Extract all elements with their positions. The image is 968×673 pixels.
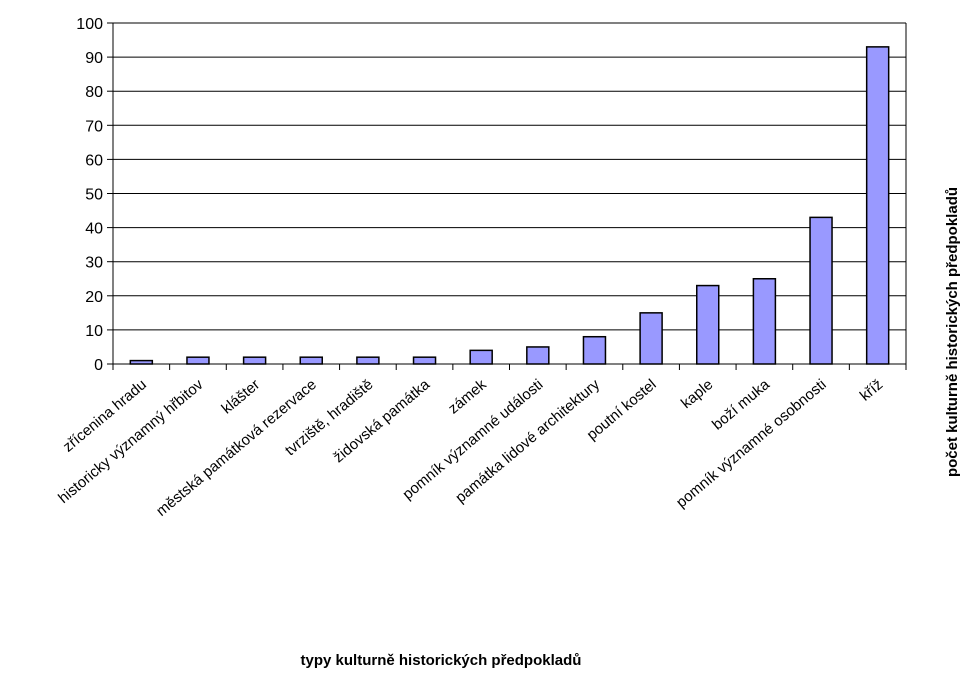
y-axis-title: počet kulturně historických předpokladů <box>944 187 961 477</box>
x-tick-label: klášter <box>218 376 263 417</box>
bar <box>696 284 720 365</box>
bar <box>299 356 323 365</box>
bar <box>752 278 777 365</box>
y-axis-ticks: 0 10 20 30 40 50 60 70 80 90 100 <box>76 16 113 374</box>
y-tick-label: 20 <box>85 289 103 306</box>
y-tick-label: 70 <box>85 118 103 135</box>
y-tick-label: 30 <box>85 255 103 272</box>
y-tick-label: 90 <box>85 50 103 67</box>
x-axis-title: typy kulturně historických předpokladů <box>301 652 582 669</box>
bars <box>129 46 890 365</box>
x-tick-label: zámek <box>445 376 490 418</box>
bar <box>356 356 380 365</box>
bar <box>412 356 437 365</box>
x-tick-label: kaple <box>678 376 716 412</box>
x-tick-label: kříž <box>857 376 886 405</box>
bar <box>639 312 663 365</box>
axes <box>112 23 907 370</box>
y-tick-label: 80 <box>85 84 103 101</box>
bar <box>582 335 607 365</box>
y-tick-label: 0 <box>94 357 103 374</box>
bar <box>809 216 833 365</box>
bar <box>186 356 210 365</box>
bar <box>865 46 890 365</box>
y-tick-label: 60 <box>85 152 103 169</box>
x-tick-label: židovská památka <box>330 376 433 467</box>
bar <box>242 356 267 365</box>
gridlines <box>113 22 906 331</box>
bar <box>129 359 154 365</box>
bar <box>526 346 550 365</box>
y-tick-label: 50 <box>85 187 103 204</box>
bar <box>469 349 493 365</box>
y-tick-label: 10 <box>85 323 103 340</box>
y-tick-label: 100 <box>76 16 103 33</box>
y-tick-label: 40 <box>85 221 103 238</box>
